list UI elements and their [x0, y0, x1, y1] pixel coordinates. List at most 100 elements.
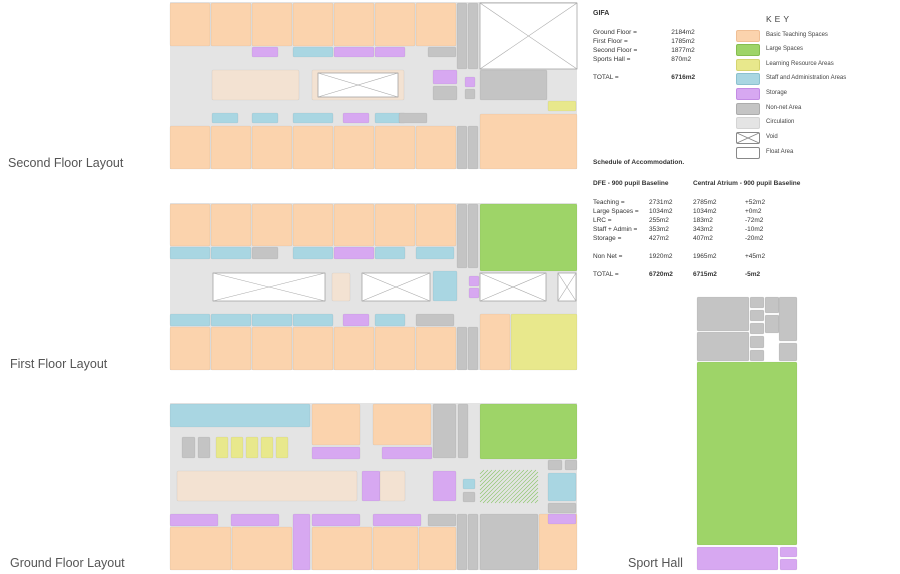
teaching-room — [418, 526, 457, 571]
teaching-room — [374, 203, 416, 247]
non-net-room — [251, 246, 279, 260]
storage-room — [292, 513, 311, 571]
non-net-room — [467, 125, 479, 170]
staff-room — [169, 246, 211, 260]
storage-room — [251, 46, 279, 58]
non-net-room — [749, 322, 765, 335]
ground-floor-label: Ground Floor Layout — [10, 556, 125, 570]
second-floor-label: Second Floor Layout — [8, 156, 124, 170]
teaching-room — [415, 125, 457, 170]
staff-room — [169, 313, 211, 327]
teaching-room — [372, 526, 419, 571]
hatched-area — [479, 469, 539, 504]
staff-room — [210, 313, 252, 327]
non-net-room — [479, 513, 539, 571]
teaching-room — [372, 403, 432, 446]
teaching-room — [251, 203, 293, 247]
row-b: 343m2 — [693, 226, 713, 233]
row-label: LRC = — [593, 217, 612, 224]
storage-room — [311, 513, 361, 527]
row-a: 6720m2 — [649, 271, 673, 278]
key-label: Non-net Area — [766, 105, 802, 111]
non-net-room — [778, 296, 798, 342]
staff-room — [169, 403, 311, 428]
teaching-room — [210, 125, 252, 170]
storage-room — [361, 470, 381, 502]
teaching-room — [169, 203, 211, 247]
gifa-row: Sports Hall = 870m2 — [593, 55, 701, 64]
non-net-room — [467, 326, 479, 371]
key-swatch — [736, 73, 760, 85]
circulation — [548, 70, 576, 100]
schedule-col1-header: DFE - 900 pupil Baseline — [593, 180, 669, 187]
gifa-value: 1785m2 — [671, 38, 695, 45]
schedule-total-row: TOTAL = 6720m2 6715m2 -5m2 — [593, 270, 771, 279]
stair-core — [379, 470, 406, 502]
gifa-row: First Floor = 1785m2 — [593, 37, 701, 46]
row-c: +45m2 — [745, 253, 766, 260]
teaching-room — [333, 326, 375, 371]
gifa-row: Second Floor = 1877m2 — [593, 46, 701, 55]
teaching-room — [251, 125, 293, 170]
non-net-room — [749, 335, 765, 349]
gifa-title: GIFA — [593, 10, 610, 17]
teaching-room — [292, 203, 334, 247]
storage-room — [374, 46, 406, 58]
circulation — [480, 471, 538, 503]
void-area — [317, 72, 399, 98]
staff-room — [210, 246, 252, 260]
schedule-col2-header: Central Atrium - 900 pupil Baseline — [693, 180, 801, 187]
teaching-room — [415, 326, 457, 371]
row-c: -10m2 — [745, 226, 764, 233]
staff-room — [292, 112, 334, 124]
storage-room — [381, 446, 433, 460]
key-swatch — [736, 117, 760, 129]
gifa-total-value: 6716m2 — [671, 74, 696, 81]
gifa-value: 2184m2 — [671, 29, 695, 36]
learning-resource-room — [547, 100, 577, 112]
row-c: -72m2 — [745, 217, 764, 224]
void-area — [479, 272, 547, 302]
teaching-room — [292, 326, 334, 371]
stair-core — [331, 272, 351, 302]
row-c: -20m2 — [745, 235, 764, 242]
teaching-room — [311, 403, 361, 446]
teaching-room — [210, 326, 252, 371]
large-space — [479, 403, 578, 460]
teaching-room — [210, 203, 252, 247]
non-net-room — [462, 491, 476, 503]
key-swatch — [736, 30, 760, 42]
storage-room — [432, 470, 457, 502]
storage-room — [779, 546, 798, 558]
teaching-room — [210, 2, 252, 47]
non-net-room — [456, 203, 468, 269]
teaching-room — [251, 326, 293, 371]
gifa-value: 870m2 — [671, 56, 692, 63]
schedule-nonnet-row: Non Net = 1920m2 1965m2 +45m2 — [593, 252, 771, 261]
row-b: 6715m2 — [693, 271, 717, 278]
learning-resource-room — [230, 436, 244, 459]
schedule-row: Storage = 427m2 407m2 -20m2 — [593, 234, 771, 243]
teaching-room — [374, 2, 416, 47]
staff-room — [415, 246, 455, 260]
gifa-row: Ground Floor = 2184m2 — [593, 28, 701, 37]
teaching-room — [169, 2, 211, 47]
first-floor-label: First Floor Layout — [10, 357, 108, 371]
teaching-room — [333, 2, 375, 47]
learning-resource-room — [510, 313, 578, 371]
row-label: Non Net = — [593, 253, 623, 260]
gifa-label: Second Floor = — [593, 47, 638, 54]
storage-room — [468, 275, 480, 287]
non-net-room — [181, 436, 196, 459]
row-a: 2731m2 — [649, 199, 673, 206]
gifa-value: 1877m2 — [671, 47, 695, 54]
row-b: 407m2 — [693, 235, 713, 242]
key-title: KEY — [766, 14, 793, 24]
key-swatch — [736, 147, 760, 159]
row-c: +0m2 — [745, 208, 762, 215]
storage-room — [464, 76, 476, 88]
non-net-room — [427, 513, 457, 527]
non-net-room — [564, 459, 578, 471]
large-space — [479, 203, 578, 272]
